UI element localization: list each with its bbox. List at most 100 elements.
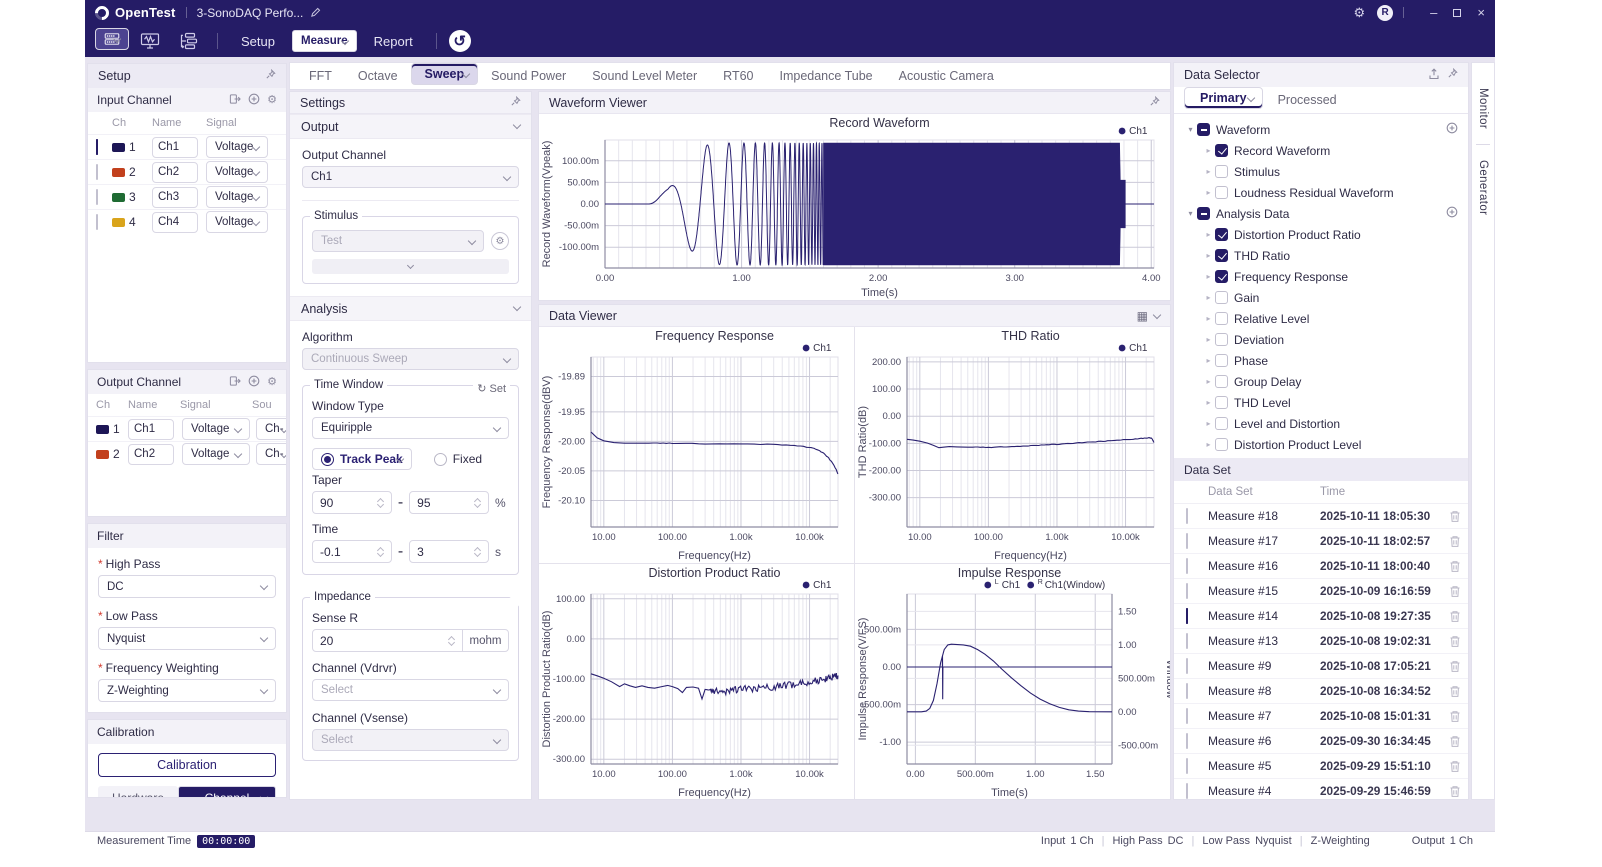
tree-item[interactable]: ▸ Deviation	[1174, 329, 1468, 350]
tree-item[interactable]: ▸ Phase	[1174, 350, 1468, 371]
toolbar-icon-monitor-scope[interactable]	[133, 28, 167, 54]
tree-checkbox[interactable]	[1197, 123, 1210, 136]
data-set-checkbox[interactable]	[1186, 608, 1188, 624]
tree-item[interactable]: ▾ Analysis Data	[1174, 203, 1468, 224]
chevron-collapsed-icon[interactable]: ▸	[1206, 419, 1211, 428]
chevron-collapsed-icon[interactable]: ▸	[1206, 398, 1211, 407]
data-set-checkbox[interactable]	[1186, 558, 1188, 574]
tree-checkbox[interactable]	[1215, 375, 1228, 388]
signal-select[interactable]: Voltage	[206, 186, 268, 208]
delete-icon[interactable]	[1442, 660, 1468, 673]
data-set-row[interactable]: Measure #9 2025-10-08 17:05:21	[1174, 654, 1468, 679]
delete-icon[interactable]	[1442, 610, 1468, 623]
tree-item[interactable]: ▸ THD Ratio	[1174, 245, 1468, 266]
data-set-row[interactable]: Measure #17 2025-10-11 18:02:57	[1174, 529, 1468, 554]
minimize-button[interactable]: –	[1430, 5, 1438, 20]
source-select[interactable]: Ch-	[256, 443, 286, 465]
output-section-bar[interactable]: Output	[290, 114, 531, 139]
stimulus-gear-icon[interactable]: ⚙	[491, 232, 509, 250]
chevron-collapsed-icon[interactable]: ▸	[1206, 356, 1211, 365]
calibration-button[interactable]: Calibration	[98, 753, 276, 777]
nav-measure[interactable]: Measure	[291, 30, 357, 52]
tree-item[interactable]: ▸ Frequency Response	[1174, 266, 1468, 287]
data-set-checkbox[interactable]	[1186, 533, 1188, 549]
tab-sweep[interactable]: Sweep	[410, 63, 479, 85]
signal-select[interactable]: Voltage	[206, 211, 268, 233]
radio-track-peak[interactable]: Track Peak	[312, 448, 412, 470]
tab-rt60[interactable]: RT60	[723, 69, 754, 83]
tree-checkbox[interactable]	[1215, 228, 1228, 241]
chevron-collapsed-icon[interactable]: ▸	[1206, 335, 1211, 344]
tree-checkbox[interactable]	[1215, 165, 1228, 178]
data-set-row[interactable]: Measure #4 2025-09-29 15:46:59	[1174, 779, 1468, 799]
tab-impedance-tube[interactable]: Impedance Tube	[779, 69, 873, 83]
tree-item[interactable]: ▸ Group Delay	[1174, 371, 1468, 392]
add-node-icon[interactable]	[1446, 122, 1458, 137]
channel-name-field[interactable]: Ch2	[152, 161, 198, 183]
undo-button[interactable]: ↺	[448, 30, 471, 52]
pin-icon[interactable]	[510, 95, 521, 110]
tree-item[interactable]: ▸ Distortion Product Ratio	[1174, 224, 1468, 245]
tree-checkbox[interactable]	[1215, 333, 1228, 346]
filter-select-low-pass[interactable]: Nyquist	[98, 627, 276, 650]
chevron-collapsed-icon[interactable]: ▸	[1206, 272, 1211, 281]
output-channel-row[interactable]: 2 Ch2 Voltage Ch-	[88, 441, 286, 466]
tree-checkbox[interactable]	[1215, 312, 1228, 325]
channel-settings-gear-icon[interactable]: ⚙	[267, 375, 277, 388]
output-channel-select[interactable]: Ch1	[302, 166, 519, 188]
delete-icon[interactable]	[1442, 560, 1468, 573]
channel-name-field[interactable]: Ch1	[152, 136, 198, 158]
data-set-row[interactable]: Measure #15 2025-10-09 16:16:59	[1174, 579, 1468, 604]
input-channel-row[interactable]: 4 Ch4 Voltage	[88, 209, 286, 234]
nav-report[interactable]: Report	[373, 33, 413, 49]
output-channel-row[interactable]: 1 Ch1 Voltage Ch-	[88, 416, 286, 441]
pin-icon[interactable]	[1447, 67, 1458, 82]
maximize-button[interactable]	[1453, 8, 1462, 17]
chevron-collapsed-icon[interactable]: ▸	[1206, 146, 1211, 155]
input-channel-row[interactable]: 2 Ch2 Voltage	[88, 159, 286, 184]
export-icon[interactable]	[229, 375, 241, 390]
signal-select[interactable]: Voltage	[182, 418, 250, 440]
data-selector-tab-primary[interactable]: Primary	[1184, 87, 1263, 109]
tree-checkbox[interactable]	[1215, 396, 1228, 409]
channel-name-field[interactable]: Ch3	[152, 186, 198, 208]
delete-icon[interactable]	[1442, 510, 1468, 523]
time-from-stepper[interactable]: -0.1	[312, 540, 392, 563]
algorithm-select[interactable]: Continuous Sweep	[302, 348, 519, 370]
channel-checkbox[interactable]	[96, 139, 98, 155]
tree-item[interactable]: ▸ Relative Level	[1174, 308, 1468, 329]
chevron-collapsed-icon[interactable]: ▸	[1206, 293, 1211, 302]
tree-item[interactable]: ▸ Record Waveform	[1174, 140, 1468, 161]
tree-checkbox[interactable]	[1215, 354, 1228, 367]
export-icon[interactable]	[229, 93, 241, 108]
tree-checkbox[interactable]	[1215, 144, 1228, 157]
chevron-expanded-icon[interactable]: ▾	[1188, 125, 1193, 134]
input-channel-row[interactable]: 1 Ch1 Voltage	[88, 134, 286, 159]
data-set-checkbox[interactable]	[1186, 658, 1188, 674]
data-set-row[interactable]: Measure #5 2025-09-29 15:51:10	[1174, 754, 1468, 779]
tab-octave[interactable]: Octave	[357, 69, 398, 83]
data-set-row[interactable]: Measure #14 2025-10-08 19:27:35	[1174, 604, 1468, 629]
add-node-icon[interactable]	[1446, 206, 1458, 221]
taper-from-stepper[interactable]: 90	[312, 491, 392, 514]
pin-icon[interactable]	[1149, 95, 1160, 110]
signal-select[interactable]: Voltage	[206, 136, 268, 158]
radio-fixed[interactable]: Fixed	[433, 452, 482, 466]
toolbar-icon-daq-device[interactable]	[95, 28, 129, 50]
chevron-collapsed-icon[interactable]: ▸	[1206, 440, 1211, 449]
tree-item[interactable]: ▸ Loudness Residual Waveform	[1174, 182, 1468, 203]
taper-to-stepper[interactable]: 95	[409, 491, 490, 514]
data-set-checkbox[interactable]	[1186, 758, 1188, 774]
chevron-collapsed-icon[interactable]: ▸	[1206, 314, 1211, 323]
stimulus-expander[interactable]	[312, 259, 509, 274]
tab-sound-level-meter[interactable]: Sound Level Meter	[592, 69, 698, 83]
tree-checkbox[interactable]	[1215, 249, 1228, 262]
tree-checkbox[interactable]	[1215, 270, 1228, 283]
delete-icon[interactable]	[1442, 760, 1468, 773]
chevron-down-icon[interactable]	[1152, 310, 1162, 319]
delete-icon[interactable]	[1442, 635, 1468, 648]
chevron-collapsed-icon[interactable]: ▸	[1206, 377, 1211, 386]
data-set-checkbox[interactable]	[1186, 708, 1188, 724]
side-tab-monitor[interactable]: Monitor	[1477, 88, 1489, 130]
chevron-collapsed-icon[interactable]: ▸	[1206, 188, 1211, 197]
